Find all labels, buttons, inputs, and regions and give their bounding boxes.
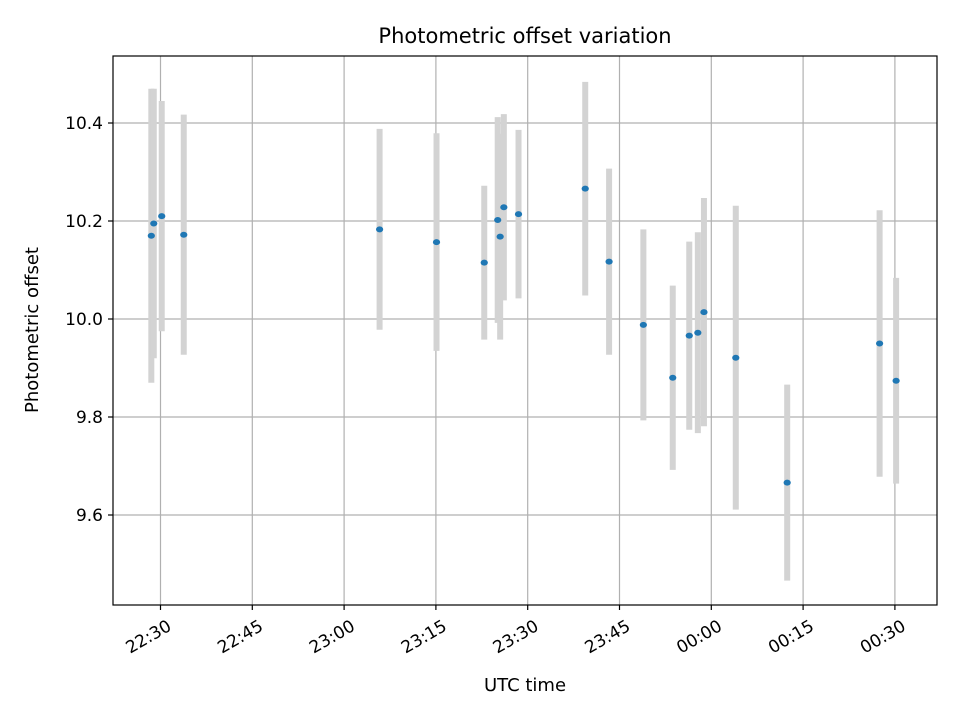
data-point [892,377,900,384]
data-point [876,340,884,347]
grid [113,56,937,605]
data-point [639,321,647,328]
y-axis-label: Photometric offset [22,247,43,413]
data-point [685,332,693,339]
data-point [150,220,158,227]
data-point [496,233,504,240]
chart-title: Photometric offset variation [378,24,671,48]
data-point [514,211,523,218]
data-point [669,374,677,381]
data-point [158,213,166,220]
plot-frame [112,55,938,606]
y-tick-label: 9.6 [76,506,103,526]
data-point [494,217,502,224]
data-points [147,185,900,486]
data-point [432,239,441,246]
data-point [147,232,155,239]
data-point [581,185,589,192]
data-point [480,259,488,266]
data-point [500,204,508,211]
x-axis-label: UTC time [484,675,566,696]
y-tick-label: 10.4 [65,114,103,134]
data-point [700,309,708,316]
data-point [783,479,791,486]
y-tick-label: 10.0 [65,310,103,330]
y-tick-label: 9.8 [76,408,103,428]
data-point [180,231,188,238]
data-point [375,226,384,233]
data-point [605,258,613,265]
data-point [732,354,740,361]
data-point [694,329,702,336]
y-tick-label: 10.2 [65,212,103,232]
